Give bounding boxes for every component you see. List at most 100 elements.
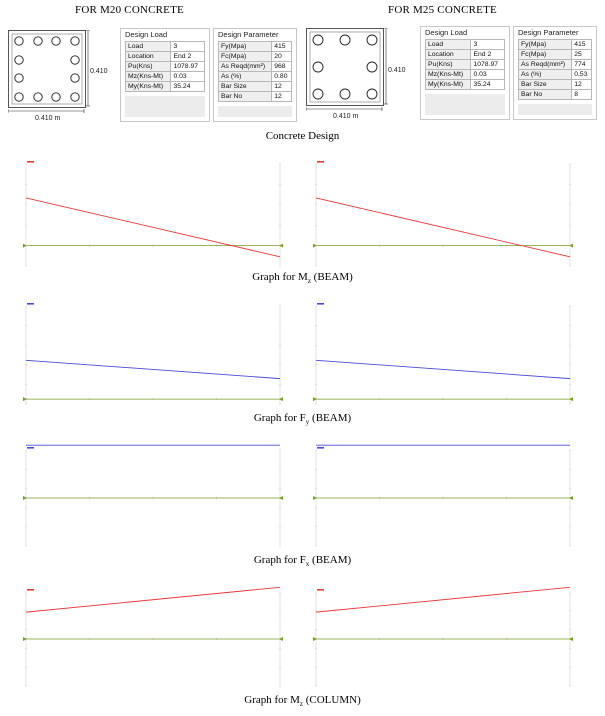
table-row: Location End 2: [124, 51, 205, 62]
design-load-value: 1078.97: [170, 61, 205, 72]
design-load-value: 1078.97: [470, 59, 505, 70]
graph-fy-beam-m25: [313, 303, 573, 405]
design-load-panel-m20: Design Load Load 3 Location End 2 Pu(Kns) 1…: [120, 28, 210, 122]
height-dimension-line-m20: [86, 30, 90, 107]
left-support-marker: [313, 637, 317, 641]
table-row: Bar No 12: [217, 91, 292, 102]
design-parameter-table-m25: Fy(Mpa) 415 Fc(Mpa) 25 As Reqd(mm²) 774 As …: [517, 39, 592, 100]
section-height-label-m25: 0.410: [388, 67, 406, 74]
table-row: Fy(Mpa) 415: [517, 39, 592, 50]
design-param-value: 12: [571, 79, 592, 90]
diagram-line: [315, 197, 571, 258]
design-param-value: 415: [271, 41, 292, 52]
design-load-value: 0.03: [170, 71, 205, 82]
design-param-key: As Reqd(mm²): [217, 61, 273, 72]
design-parameter-table-m20: Fy(Mpa) 415 Fc(Mpa) 20 As Reqd(mm²) 968 As …: [217, 41, 292, 102]
diagram-line: [25, 586, 281, 613]
section-m25: [306, 28, 384, 106]
design-load-key: Load: [124, 41, 172, 52]
design-param-value: 12: [271, 81, 292, 92]
width-dimension-line-m25: [306, 107, 383, 111]
design-param-value: 20: [271, 51, 292, 62]
design-parameter-title: Design Parameter: [218, 30, 279, 39]
design-load-key: My(Kns-Mt): [424, 79, 472, 90]
design-param-value: 0.80: [271, 71, 292, 82]
design-parameter-title: Design Parameter: [518, 28, 579, 37]
left-support-marker: [313, 397, 317, 402]
table-row: Bar No 8: [517, 89, 592, 100]
design-param-value: 8: [571, 89, 592, 100]
section-height-label-m20: 0.410: [90, 68, 108, 75]
right-support-marker: [279, 496, 283, 500]
diagram-line: [315, 359, 571, 380]
graph-mz-column-m25: [313, 586, 573, 687]
design-load-value: 3: [170, 41, 205, 52]
panel-footer: [518, 104, 592, 115]
design-load-value: 35.24: [170, 81, 205, 92]
table-row: Bar Size 12: [517, 79, 592, 90]
graph-mz-beam-caption: Graph for Mz (BEAM): [0, 271, 605, 285]
graph-fx-beam-caption: Graph for Fx (BEAM): [0, 554, 605, 568]
design-param-key: Bar No: [517, 89, 573, 100]
design-param-value: 415: [571, 39, 592, 50]
design-load-key: Location: [424, 49, 472, 60]
design-load-key: My(Kns-Mt): [124, 81, 172, 92]
graph-legend-mark: [27, 161, 34, 163]
caption-subscript: z: [307, 277, 311, 286]
design-param-value: 25: [571, 49, 592, 60]
table-row: Load 3: [124, 41, 205, 52]
design-load-value: End 2: [470, 49, 505, 60]
caption-text: Graph for M: [252, 271, 308, 283]
caption-text: (BEAM): [310, 271, 353, 283]
caption-subscript: z: [299, 700, 303, 709]
graph-legend-mark: [27, 589, 34, 591]
graph-legend-mark: [317, 303, 324, 305]
design-load-key: Location: [124, 51, 172, 62]
graph-fy-beam-caption: Graph for Fy (BEAM): [0, 412, 605, 426]
height-dimension-line-m25: [384, 28, 388, 105]
graph-legend-mark: [317, 447, 324, 449]
design-load-value: 3: [470, 39, 505, 50]
table-row: Load 3: [424, 39, 505, 50]
graph-legend-mark: [317, 161, 324, 163]
section-width-label-m20: 0.410 m: [35, 115, 61, 122]
design-parameter-panel-m20: Design Parameter Fy(Mpa) 415 Fc(Mpa) 20 As…: [213, 28, 297, 122]
design-parameter-panel-m25: Design Parameter Fy(Mpa) 415 Fc(Mpa) 25 As…: [513, 26, 597, 120]
table-row: As Reqd(mm²) 968: [217, 61, 292, 72]
graph-fx-beam-m25: [313, 444, 573, 547]
diagram-line: [25, 359, 281, 380]
caption-text: Graph for M: [244, 694, 300, 706]
table-row: Mz(Kns-Mt) 0.03: [424, 69, 505, 80]
design-load-key: Load: [424, 39, 472, 50]
left-support-marker: [23, 496, 27, 500]
design-param-key: Fy(Mpa): [217, 41, 273, 52]
table-row: Fc(Mpa) 25: [517, 49, 592, 60]
design-load-key: Pu(Kns): [424, 59, 472, 70]
design-load-title: Design Load: [425, 28, 468, 37]
panel-footer: [125, 96, 205, 117]
right-support-marker: [279, 397, 283, 402]
graph-legend-mark: [27, 447, 34, 449]
table-row: My(Kns-Mt) 35.24: [424, 79, 505, 90]
heading-m25-concrete: FOR M25 CONCRETE: [388, 4, 497, 16]
design-param-key: As (%): [217, 71, 273, 82]
design-load-value: 0.03: [470, 69, 505, 80]
design-load-key: Pu(Kns): [124, 61, 172, 72]
heading-m20-concrete: FOR M20 CONCRETE: [75, 4, 184, 16]
graph-mz-column-m20: [23, 586, 283, 687]
design-param-key: As (%): [517, 69, 573, 80]
left-support-marker: [313, 496, 317, 500]
width-dimension-line-m20: [8, 109, 85, 113]
design-param-key: Bar Size: [517, 79, 573, 90]
design-load-title: Design Load: [125, 30, 168, 39]
caption-subscript: y: [305, 418, 310, 427]
table-row: As (%) 0.53: [517, 69, 592, 80]
right-support-marker: [569, 496, 573, 500]
caption-text: (COLUMN): [302, 694, 361, 706]
caption-text: (BEAM): [309, 412, 352, 424]
design-load-key: Mz(Kns-Mt): [124, 71, 172, 82]
caption-text: (BEAM): [309, 554, 352, 566]
design-load-table-m25: Load 3 Location End 2 Pu(Kns) 1078.97 Mz(Kn…: [424, 39, 505, 90]
left-support-marker: [23, 397, 27, 402]
table-row: Location End 2: [424, 49, 505, 60]
